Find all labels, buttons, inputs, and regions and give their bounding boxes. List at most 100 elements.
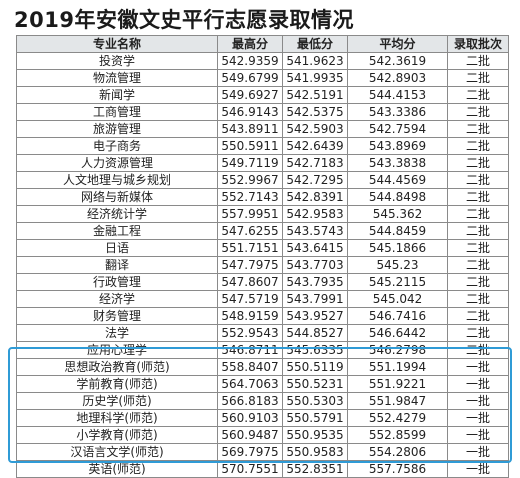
major-cell: 网络与新媒体 <box>16 188 218 206</box>
table-row: 地理科学(师范) 560.9103 550.5791 552.4279 一批 <box>16 409 509 427</box>
batch-cell: 二批 <box>447 120 509 138</box>
avg-score-cell: 545.2115 <box>347 273 448 291</box>
max-score-cell: 549.6799 <box>217 69 283 87</box>
table-row: 金融工程 547.6255 543.5743 544.8459 二批 <box>16 222 509 240</box>
avg-score-cell: 542.3619 <box>347 52 448 70</box>
major-cell: 物流管理 <box>16 69 218 87</box>
table-row: 人文地理与城乡规划 552.9967 542.7295 544.4569 二批 <box>16 171 509 189</box>
table-row: 学前教育(师范) 564.7063 550.5231 551.9221 一批 <box>16 375 509 393</box>
avg-score-cell: 543.8969 <box>347 137 448 155</box>
major-cell: 汉语言文学(师范) <box>16 443 218 461</box>
min-score-cell: 541.9935 <box>282 69 348 87</box>
min-score-cell: 542.9583 <box>282 205 348 223</box>
batch-cell: 二批 <box>447 205 509 223</box>
max-score-cell: 569.7975 <box>217 443 283 461</box>
max-score-cell: 552.9543 <box>217 324 283 342</box>
major-cell: 经济统计学 <box>16 205 218 223</box>
table-row: 小学教育(师范) 560.9487 550.9535 552.8599 一批 <box>16 426 509 444</box>
major-cell: 行政管理 <box>16 273 218 291</box>
min-score-cell: 550.9583 <box>282 443 348 461</box>
max-score-cell: 542.9359 <box>217 52 283 70</box>
batch-cell: 一批 <box>447 358 509 376</box>
batch-cell: 二批 <box>447 137 509 155</box>
major-cell: 投资学 <box>16 52 218 70</box>
batch-cell: 二批 <box>447 69 509 87</box>
avg-score-cell: 551.9847 <box>347 392 448 410</box>
avg-score-cell: 554.2806 <box>347 443 448 461</box>
min-score-cell: 543.7991 <box>282 290 348 308</box>
min-score-cell: 542.7295 <box>282 171 348 189</box>
table-body: 投资学 542.9359 541.9623 542.3619 二批 物流管理 549.679… <box>16 52 509 478</box>
table-row: 工商管理 546.9143 542.5375 543.3386 二批 <box>16 103 509 121</box>
min-score-cell: 542.6439 <box>282 137 348 155</box>
table-row: 英语(师范) 570.7551 552.8351 557.7586 一批 <box>16 460 509 478</box>
avg-score-cell: 552.4279 <box>347 409 448 427</box>
page-title: 2019年安徽文史平行志愿录取情况 <box>14 8 354 32</box>
avg-score-cell: 545.23 <box>347 256 448 274</box>
table-row: 法学 552.9543 544.8527 546.6442 二批 <box>16 324 509 342</box>
min-score-cell: 550.5119 <box>282 358 348 376</box>
min-score-cell: 543.7703 <box>282 256 348 274</box>
max-score-cell: 557.9951 <box>217 205 283 223</box>
major-cell: 财务管理 <box>16 307 218 325</box>
major-cell: 思想政治教育(师范) <box>16 358 218 376</box>
max-score-cell: 552.9967 <box>217 171 283 189</box>
min-score-cell: 545.6335 <box>282 341 348 359</box>
min-score-cell: 544.8527 <box>282 324 348 342</box>
max-score-cell: 560.9487 <box>217 426 283 444</box>
min-score-cell: 543.9527 <box>282 307 348 325</box>
max-score-cell: 547.8607 <box>217 273 283 291</box>
max-score-cell: 547.5719 <box>217 290 283 308</box>
max-score-cell: 543.8911 <box>217 120 283 138</box>
avg-score-cell: 544.4569 <box>347 171 448 189</box>
batch-cell: 二批 <box>447 103 509 121</box>
max-score-cell: 570.7551 <box>217 460 283 478</box>
min-score-cell: 550.5231 <box>282 375 348 393</box>
avg-score-cell: 552.8599 <box>347 426 448 444</box>
table-row: 行政管理 547.8607 543.7935 545.2115 二批 <box>16 273 509 291</box>
major-cell: 地理科学(师范) <box>16 409 218 427</box>
avg-score-cell: 545.042 <box>347 290 448 308</box>
major-cell: 英语(师范) <box>16 460 218 478</box>
batch-cell: 二批 <box>447 171 509 189</box>
batch-cell: 二批 <box>447 341 509 359</box>
batch-cell: 二批 <box>447 222 509 240</box>
batch-cell: 二批 <box>447 290 509 308</box>
table-row: 思想政治教育(师范) 558.8407 550.5119 551.1994 一批 <box>16 358 509 376</box>
avg-score-cell: 546.2798 <box>347 341 448 359</box>
major-cell: 金融工程 <box>16 222 218 240</box>
table-row: 新闻学 549.6927 542.5191 544.4153 二批 <box>16 86 509 104</box>
batch-cell: 一批 <box>447 409 509 427</box>
batch-cell: 二批 <box>447 273 509 291</box>
batch-cell: 二批 <box>447 324 509 342</box>
major-cell: 人力资源管理 <box>16 154 218 172</box>
table-row: 经济统计学 557.9951 542.9583 545.362 二批 <box>16 205 509 223</box>
table-row: 应用心理学 546.8711 545.6335 546.2798 二批 <box>16 341 509 359</box>
batch-cell: 二批 <box>447 52 509 70</box>
avg-score-cell: 542.8903 <box>347 69 448 87</box>
major-cell: 人文地理与城乡规划 <box>16 171 218 189</box>
major-cell: 法学 <box>16 324 218 342</box>
table-row: 日语 551.7151 543.6415 545.1866 二批 <box>16 239 509 257</box>
major-cell: 应用心理学 <box>16 341 218 359</box>
avg-score-cell: 543.3838 <box>347 154 448 172</box>
table-row: 人力资源管理 549.7119 542.7183 543.3838 二批 <box>16 154 509 172</box>
max-score-cell: 547.6255 <box>217 222 283 240</box>
batch-cell: 二批 <box>447 239 509 257</box>
min-score-cell: 542.5375 <box>282 103 348 121</box>
max-score-cell: 549.7119 <box>217 154 283 172</box>
min-score-cell: 543.5743 <box>282 222 348 240</box>
major-cell: 日语 <box>16 239 218 257</box>
min-score-cell: 542.5191 <box>282 86 348 104</box>
major-cell: 翻译 <box>16 256 218 274</box>
avg-score-cell: 551.9221 <box>347 375 448 393</box>
batch-cell: 二批 <box>447 86 509 104</box>
batch-cell: 一批 <box>447 443 509 461</box>
max-score-cell: 566.8183 <box>217 392 283 410</box>
table-row: 物流管理 549.6799 541.9935 542.8903 二批 <box>16 69 509 87</box>
batch-cell: 二批 <box>447 154 509 172</box>
max-score-cell: 558.8407 <box>217 358 283 376</box>
major-cell: 电子商务 <box>16 137 218 155</box>
avg-score-cell: 557.7586 <box>347 460 448 478</box>
batch-cell: 一批 <box>447 460 509 478</box>
